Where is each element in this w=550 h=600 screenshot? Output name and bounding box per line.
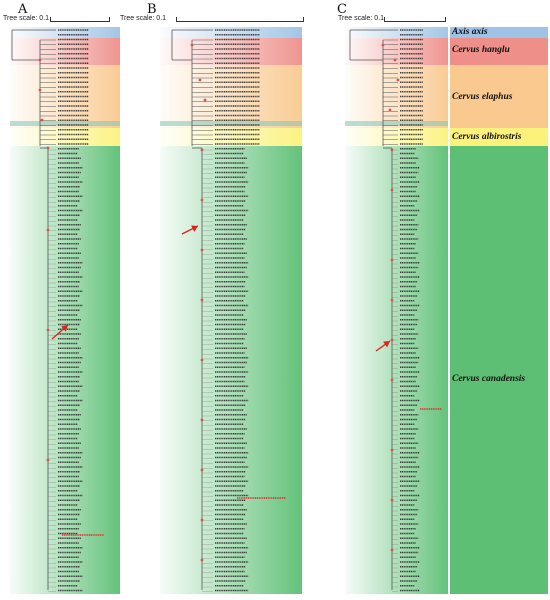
panel-b-node-marker (203, 98, 207, 102)
panel-c-node-marker (390, 448, 394, 452)
red-arrow-icon (191, 225, 198, 232)
red-arrow-icon (61, 325, 68, 332)
panel-a-node-marker (46, 328, 50, 332)
band-axis-axis (450, 27, 548, 38)
panel-a-node-marker (38, 58, 42, 62)
panel-a-node-marker (46, 146, 50, 150)
panel-c-band-0 (345, 27, 448, 38)
tree-scale-label-a: Tree scale: 0.1 (3, 15, 50, 22)
species-label-cervus-elaphus: Cervus elaphus (452, 92, 513, 102)
band-cervus-albirostris (450, 128, 548, 146)
panel-c-node-marker (390, 188, 394, 192)
band-cervus-hanglu (450, 38, 548, 65)
panel-a-node-marker (38, 88, 42, 92)
panel-a-band-1 (10, 38, 120, 65)
panel-b-node-marker (200, 358, 204, 362)
panel-label-a: A (18, 2, 28, 17)
tree-scale-bar-c (384, 17, 446, 22)
panel-a-band-0 (10, 27, 120, 38)
species-label-cervus-albirostris: Cervus albirostris (452, 132, 522, 142)
panel-c-node-marker (390, 548, 394, 552)
panel-c-band-3 (345, 128, 448, 146)
panel-c-node-marker (396, 78, 400, 82)
panel-a-node-marker (46, 458, 50, 462)
panel-c-band-1 (345, 38, 448, 65)
panel-b-band-0 (160, 27, 302, 38)
panel-c-node-marker (390, 298, 394, 302)
panel-label-b: B (147, 2, 157, 17)
panel-b-node-marker (200, 148, 204, 152)
panel-c-node-marker (390, 338, 394, 342)
panel-c-node-marker (388, 108, 392, 112)
panel-label-c: C (337, 2, 347, 17)
panel-c-node-marker (390, 498, 394, 502)
panel-b-node-marker (200, 198, 204, 202)
panel-b-node-marker (200, 518, 204, 522)
panel-b-band-1 (160, 38, 302, 65)
panel-a-node-marker (46, 228, 50, 232)
panel-b-node-marker (200, 418, 204, 422)
panel-c-band-4 (345, 146, 448, 594)
tree-scale-bar-b (176, 17, 304, 22)
panel-b-band-4 (160, 146, 302, 594)
red-arrow-icon (383, 341, 390, 348)
panel-c-node-marker (393, 58, 397, 62)
tree-scale-bar-a (50, 17, 110, 22)
panel-c-band-2 (345, 65, 448, 128)
panel-b-node-marker (200, 298, 204, 302)
species-label-cervus-canadensis: Cervus canadensis (452, 374, 526, 384)
panel-b-node-marker (190, 43, 194, 47)
panel-b-node-marker (200, 558, 204, 562)
panel-c-node-marker (390, 148, 394, 152)
panel-b-teal-band (160, 121, 302, 126)
panel-b-node-marker (200, 248, 204, 252)
tree-scale-label-c: Tree scale: 0.1 (338, 15, 385, 22)
species-label-cervus-hanglu: Cervus hanglu (452, 45, 510, 55)
panel-b-band-3 (160, 128, 302, 146)
panel-c-teal-band (345, 121, 448, 126)
panel-c-node-marker (381, 43, 385, 47)
panel-a-band-3 (10, 128, 120, 146)
band-cervus-canadensis (450, 146, 548, 594)
panel-a-node-marker (40, 118, 44, 122)
tree-scale-label-b: Tree scale: 0.1 (120, 15, 167, 22)
band-cervus-elaphus (450, 65, 548, 128)
panel-a-band-4 (10, 146, 120, 594)
panel-b-node-marker (200, 468, 204, 472)
panel-b-node-marker (198, 78, 202, 82)
panel-b-band-2 (160, 65, 302, 128)
species-label-axis-axis: Axis axis (452, 27, 488, 37)
panel-c-node-marker (390, 258, 394, 262)
panel-a-teal-band (10, 121, 120, 126)
panel-c-node-marker (390, 378, 394, 382)
panel-a-band-2 (10, 65, 120, 128)
